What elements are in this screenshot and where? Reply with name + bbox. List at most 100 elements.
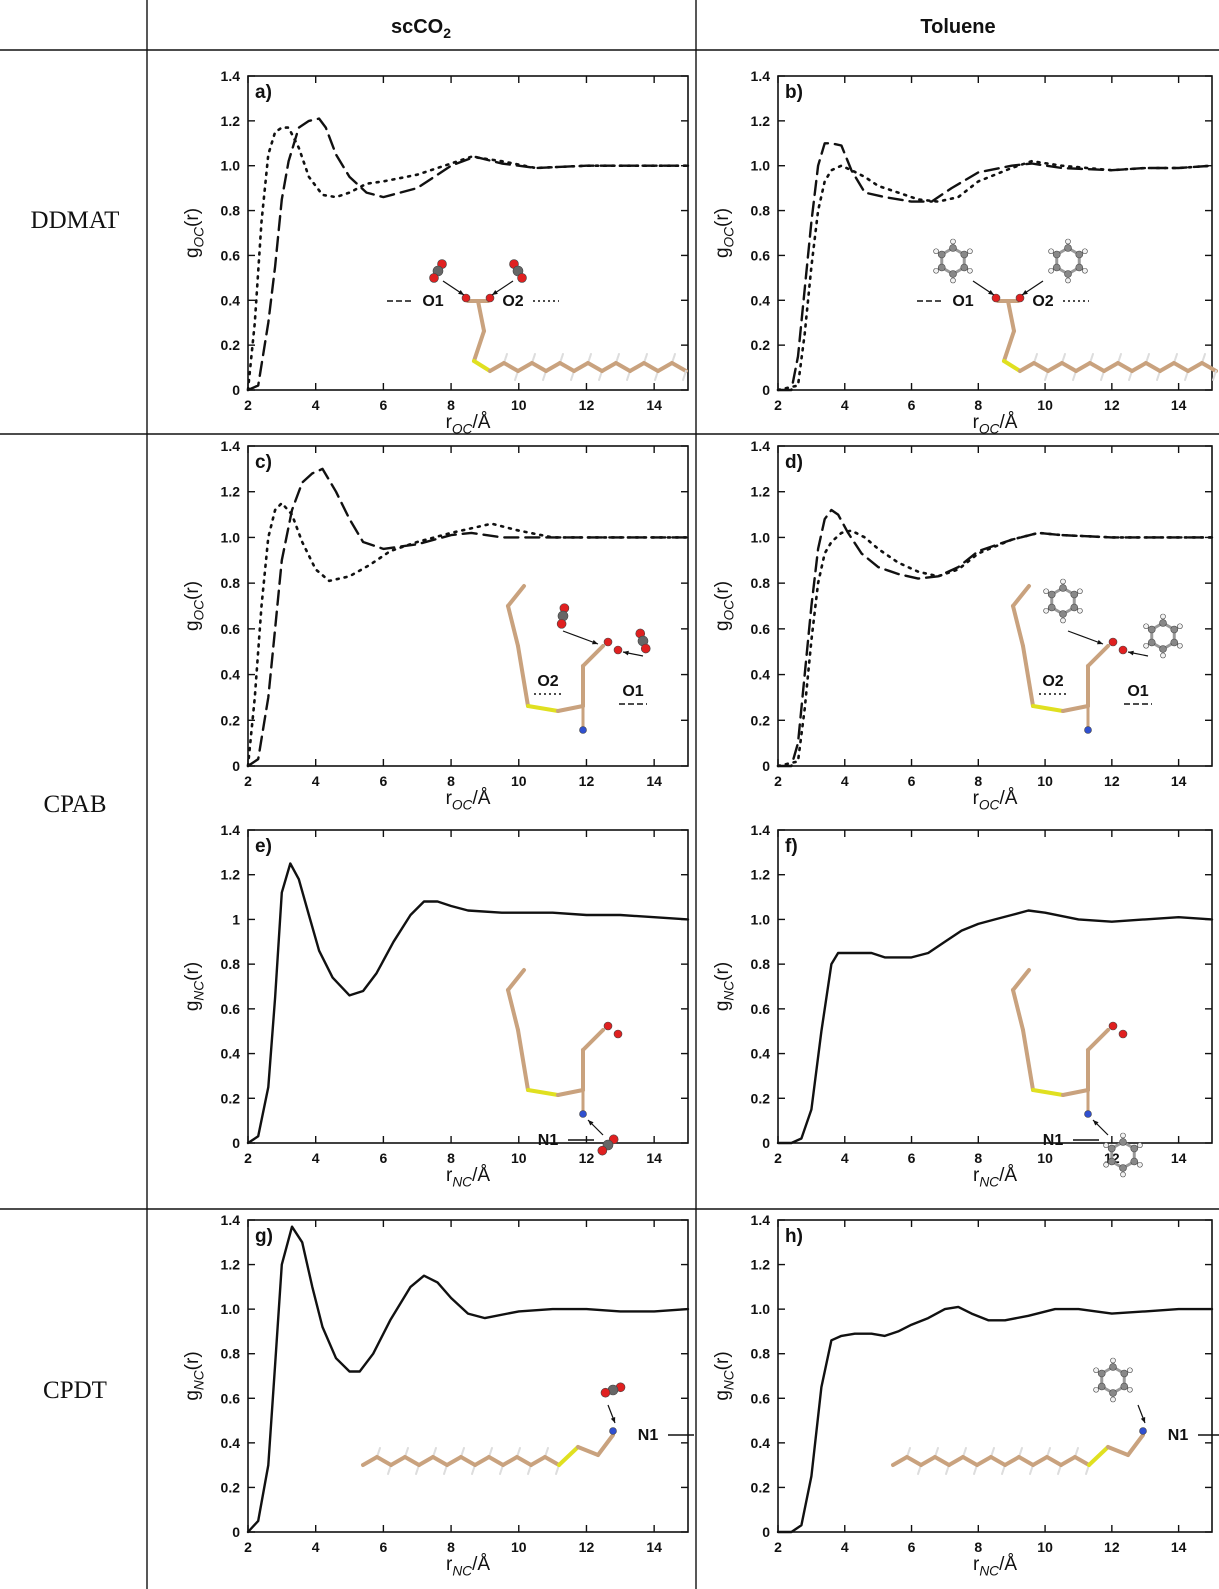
alkyl-chain bbox=[1018, 353, 1218, 381]
molecule-bond bbox=[1046, 361, 1064, 373]
y-tick-label: 1.0 bbox=[221, 158, 241, 174]
plot-frame bbox=[247, 829, 689, 1144]
molecule-bond bbox=[1116, 361, 1134, 373]
molecule-bond bbox=[1126, 1433, 1145, 1457]
x-tick-label: 4 bbox=[312, 1539, 320, 1555]
carbon-atom bbox=[1075, 263, 1084, 272]
arrow-head bbox=[458, 289, 464, 295]
molecule-bond bbox=[682, 370, 687, 381]
y-tick-label: 0.4 bbox=[221, 1046, 241, 1062]
molecule-bond bbox=[506, 584, 526, 608]
series-line-dashed bbox=[776, 508, 1214, 768]
atom-label-o2: O2 bbox=[537, 673, 558, 690]
molecule-bond bbox=[516, 361, 534, 373]
molecule-bond bbox=[1130, 361, 1148, 373]
x-tick-label: 12 bbox=[1104, 397, 1120, 413]
y-tick-label: 0 bbox=[232, 758, 240, 774]
molecule-bond bbox=[1086, 644, 1110, 668]
molecule-bond bbox=[1200, 361, 1218, 373]
molecule-bond bbox=[544, 361, 562, 373]
y-tick-label: 1.4 bbox=[751, 68, 771, 84]
x-axis-label: rOC/Å bbox=[973, 788, 1018, 813]
x-tick-label: 10 bbox=[511, 1150, 527, 1166]
hydrogen-atom bbox=[950, 238, 956, 245]
molecule-bond bbox=[1060, 361, 1078, 373]
plot-frame bbox=[777, 1219, 1213, 1533]
oxygen-atom bbox=[640, 643, 651, 654]
atom-label-o2: O2 bbox=[1042, 673, 1063, 690]
co2-molecule bbox=[429, 259, 447, 283]
x-tick-label: 4 bbox=[841, 1150, 849, 1166]
hydrogen-atom bbox=[1110, 1396, 1116, 1403]
carbon-atom bbox=[1130, 1144, 1139, 1153]
carbon-atom bbox=[949, 270, 957, 278]
carbon-atom bbox=[1059, 584, 1067, 592]
x-tick-label: 12 bbox=[579, 773, 595, 789]
atom-label-o1: O1 bbox=[622, 683, 643, 700]
molecule-bond bbox=[515, 1455, 533, 1467]
carbon-atom bbox=[1070, 603, 1079, 612]
panel-letter: g) bbox=[255, 1226, 273, 1247]
y-tick-label: 0.6 bbox=[751, 247, 771, 263]
nitrogen-atom bbox=[1084, 726, 1092, 734]
molecule-bond bbox=[403, 1455, 421, 1467]
series-line-dashed bbox=[246, 467, 690, 768]
hydrogen-atom bbox=[950, 277, 956, 284]
series-line-dashed bbox=[246, 117, 690, 392]
x-tick-label: 8 bbox=[447, 1150, 455, 1166]
molecule-bond bbox=[501, 1455, 519, 1467]
y-tick-label: 0.8 bbox=[751, 575, 771, 591]
x-axis-label: rOC/Å bbox=[973, 412, 1018, 437]
hydrogen-atom bbox=[1060, 617, 1066, 624]
hydrogen-atom bbox=[1143, 623, 1149, 630]
y-tick-label: 0.4 bbox=[751, 292, 771, 308]
molecule-bond bbox=[1088, 361, 1106, 373]
co2-molecule bbox=[600, 1382, 626, 1398]
molecule-bond bbox=[1002, 329, 1016, 363]
carbon-atom bbox=[1170, 638, 1179, 647]
molecule-bond bbox=[431, 1455, 449, 1467]
molecule-bond bbox=[506, 604, 520, 648]
x-tick-label: 8 bbox=[447, 397, 455, 413]
y-tick-label: 1.0 bbox=[221, 1301, 241, 1317]
carbon-atom bbox=[1170, 625, 1179, 634]
co2-molecule bbox=[556, 603, 570, 629]
panel-letter: b) bbox=[785, 82, 803, 103]
oxygen-atom bbox=[1108, 1021, 1118, 1031]
molecule-bond bbox=[472, 329, 486, 363]
x-tick-label: 14 bbox=[1171, 773, 1187, 789]
y-tick-label: 0.4 bbox=[751, 1435, 771, 1451]
y-tick-label: 0.6 bbox=[751, 621, 771, 637]
molecule-bond bbox=[989, 1455, 1007, 1467]
molecule-bond bbox=[642, 361, 660, 373]
molecule-bond bbox=[1006, 299, 1016, 333]
hydrogen-atom bbox=[1120, 1132, 1126, 1139]
oxygen-atom bbox=[1118, 1029, 1128, 1039]
molecule-bond bbox=[361, 1455, 379, 1467]
chart-panel-a: 0 0.2 0.4 0.6 0.8 1.0 1.2 1.4 2 4 6 8 10 12 14 gOC(r) rO… bbox=[182, 68, 690, 437]
oxygen-atom bbox=[991, 293, 1001, 303]
x-tick-label: 12 bbox=[1104, 773, 1120, 789]
molecule-bond bbox=[1087, 1445, 1110, 1467]
molecule-bond bbox=[600, 361, 618, 373]
molecule-inset: O2 O1 bbox=[1011, 578, 1183, 734]
atom-label-o1: O1 bbox=[422, 293, 443, 310]
plot-frame bbox=[777, 75, 1213, 391]
x-tick-label: 14 bbox=[1171, 397, 1187, 413]
y-tick-label: 1.4 bbox=[221, 822, 241, 838]
molecule-inset: O1 O2 bbox=[917, 238, 1218, 381]
hydrogen-atom bbox=[1060, 578, 1066, 585]
molecule-bond bbox=[919, 1455, 937, 1467]
molecule-bond bbox=[1021, 644, 1035, 708]
hydrogen-atom bbox=[967, 267, 973, 274]
x-tick-label: 6 bbox=[379, 1150, 387, 1166]
carbon-atom bbox=[1147, 625, 1156, 634]
molecule-bond bbox=[656, 361, 674, 373]
y-tick-label: 0.8 bbox=[221, 575, 241, 591]
chart-panel-f: 00.20.40.60.81.01.21.42468101214gNC(r)rN… bbox=[712, 822, 1214, 1190]
hydrogen-atom bbox=[1120, 1171, 1126, 1178]
molecule-bond bbox=[389, 1455, 407, 1467]
x-axis-label: rOC/Å bbox=[446, 788, 491, 813]
oxygen-atom bbox=[603, 637, 613, 647]
